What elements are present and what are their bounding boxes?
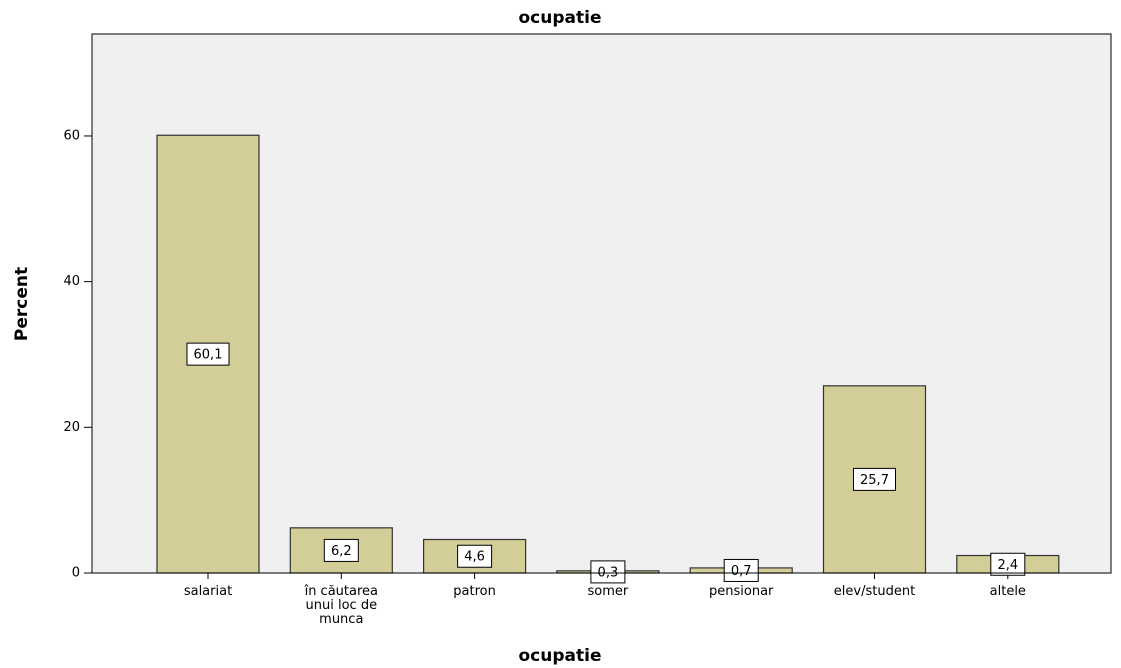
value-label: 0,7 [731,564,752,579]
x-tick-label: salariat [184,584,232,599]
x-tick-label: pensionar [709,584,774,599]
value-label-box [853,467,896,491]
value-label: 4,6 [464,550,485,565]
y-axis-title: Percent [12,267,32,341]
x-tick-label: elev/student [834,584,915,599]
y-tick-label: 60 [63,128,80,143]
value-label-box [457,544,493,568]
y-tick-label: 20 [63,420,80,435]
x-tick-label: patron [453,584,496,599]
plot-area [91,33,1112,574]
x-tick-label: somer [588,584,629,599]
bar [822,385,927,574]
value-label: 6,2 [331,544,352,559]
x-axis-title: ocupatie [519,646,602,666]
chart-title: ocupatie [519,8,602,28]
value-label-box [723,558,759,582]
value-label-box [323,538,359,562]
x-tick-label: în căutarea unui loc de munca [304,584,378,627]
value-label-box [186,342,230,366]
value-label: 2,4 [997,558,1018,573]
y-tick-label: 40 [63,274,80,289]
y-tick-label: 0 [72,566,80,581]
value-label: 25,7 [860,473,889,488]
value-label-box [990,552,1026,576]
value-label-box [590,560,626,584]
x-tick-label: altele [990,584,1026,599]
value-label: 60,1 [194,348,223,363]
